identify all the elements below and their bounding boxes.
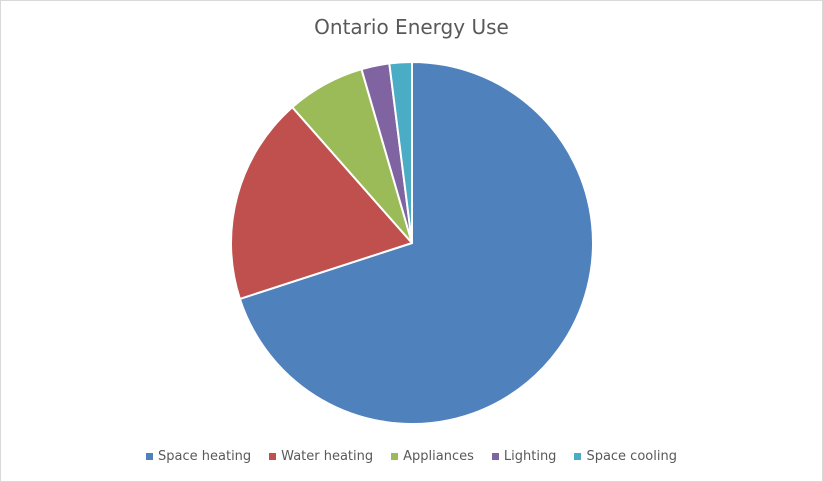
pie-slice-space-cooling <box>388 61 413 244</box>
legend-item-lighting: Lighting <box>491 449 557 464</box>
legend-swatch-water-heating <box>269 453 277 460</box>
legend-swatch-appliances <box>391 453 399 460</box>
legend-item-water-heating: Water heating <box>269 449 373 464</box>
legend-swatch-lighting <box>491 453 499 460</box>
legend-label-lighting: Lighting <box>503 449 557 464</box>
legend-item-space-heating: Space heating <box>146 449 251 464</box>
chart-title: Ontario Energy Use <box>314 15 509 39</box>
pie-slice-water-heating <box>230 106 413 300</box>
legend-item-appliances: Appliances <box>391 449 474 464</box>
pie-slice-space-heating <box>238 61 594 425</box>
chart-legend: Space heating Water heating Appliances Ligh… <box>1 449 822 464</box>
legend-label-water-heating: Water heating <box>281 449 374 464</box>
legend-label-space-cooling: Space cooling <box>586 449 677 464</box>
legend-label-space-heating: Space heating <box>158 449 252 464</box>
pie-chart <box>230 61 594 425</box>
legend-item-space-cooling: Space cooling <box>574 449 677 464</box>
legend-label-appliances: Appliances <box>403 449 474 464</box>
legend-swatch-space-cooling <box>574 453 582 460</box>
legend-swatch-space-heating <box>146 453 154 460</box>
